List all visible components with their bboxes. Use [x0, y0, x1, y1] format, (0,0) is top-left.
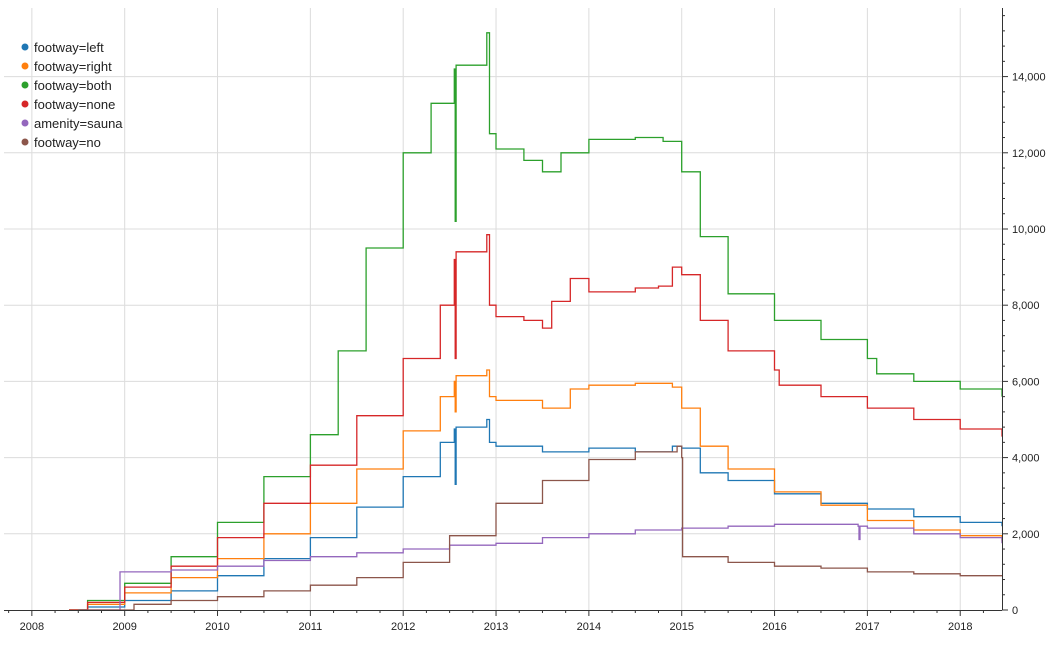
x-tick-label: 2010 — [205, 621, 229, 633]
x-tick-label: 2012 — [391, 621, 415, 633]
series-line-footway-none — [69, 234, 1003, 611]
legend-marker — [21, 119, 29, 127]
legend-marker — [21, 100, 29, 108]
legend-label: footway=none — [34, 97, 115, 112]
x-tick-label: 2014 — [577, 621, 601, 633]
series-lines — [69, 32, 1003, 611]
x-tick-label: 2018 — [948, 621, 972, 633]
legend-label: amenity=sauna — [34, 116, 123, 131]
legend: footway=left footway=right footway=both foo… — [21, 40, 123, 150]
series-line-amenity-sauna — [78, 523, 1003, 611]
y-tick-label: 2,000 — [1012, 529, 1040, 541]
series-line-footway-no — [78, 445, 1002, 611]
axes: 2008 2009 2010 2011 2012 2013 2014 2015 2016 2017… — [4, 8, 1046, 633]
x-tick-label: 2013 — [484, 621, 508, 633]
legend-label: footway=right — [34, 59, 112, 74]
y-tick-label: 4,000 — [1012, 453, 1040, 465]
x-tick-label: 2017 — [855, 621, 879, 633]
legend-label: footway=no — [34, 135, 101, 150]
legend-marker — [21, 81, 29, 89]
x-tick-label: 2008 — [20, 621, 44, 633]
legend-label: footway=both — [34, 78, 112, 93]
legend-marker — [21, 138, 29, 146]
series-line-footway-right — [69, 369, 1003, 611]
x-tick-label: 2009 — [112, 621, 136, 633]
legend-marker — [21, 62, 29, 70]
x-tick-label: 2011 — [299, 621, 323, 633]
y-tick-label: 8,000 — [1012, 300, 1040, 312]
legend-marker — [21, 43, 29, 51]
series-line-footway-both — [69, 32, 1003, 611]
x-tick-label: 2015 — [669, 621, 693, 633]
y-tick-label: 6,000 — [1012, 376, 1040, 388]
y-tick-label: 12,000 — [1012, 148, 1046, 160]
y-tick-label: 10,000 — [1012, 224, 1046, 236]
y-tick-label: 14,000 — [1012, 72, 1046, 84]
series-line-footway-left — [69, 418, 1003, 611]
y-tick-label: 0 — [1012, 605, 1018, 617]
x-tick-label: 2016 — [762, 621, 786, 633]
grid-lines — [4, 8, 1002, 610]
legend-label: footway=left — [34, 40, 104, 55]
